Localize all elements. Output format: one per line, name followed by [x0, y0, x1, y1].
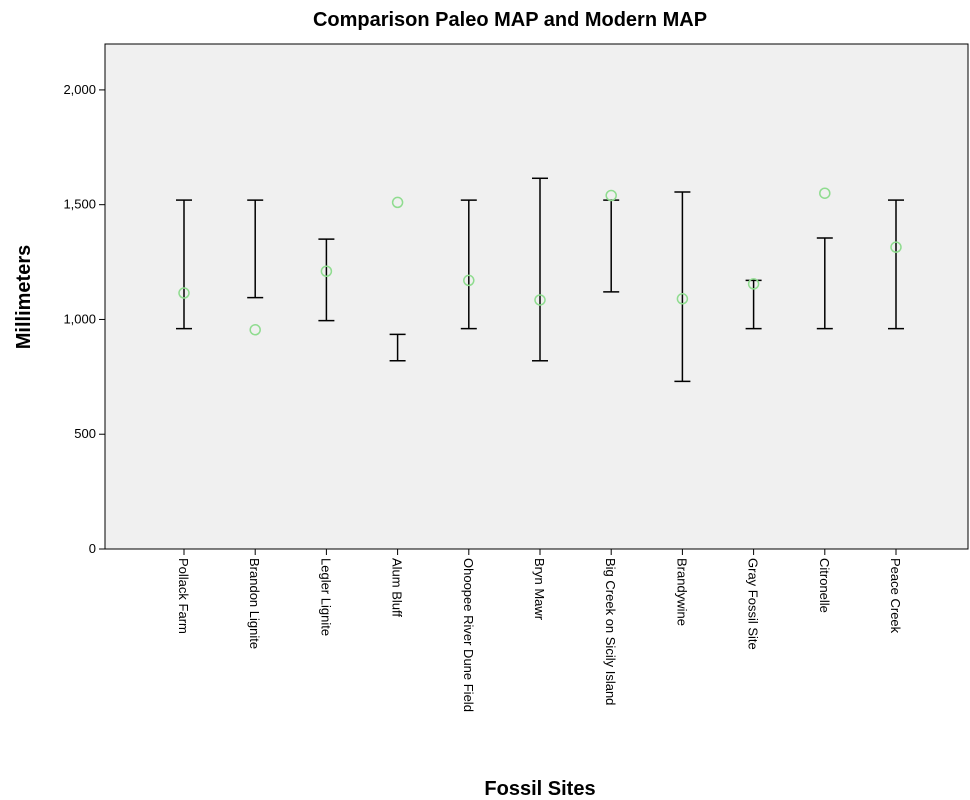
y-tick-label: 1,000 [63, 311, 96, 326]
errorbar [532, 177, 548, 362]
x-tick-label: Big Creek on Sicily Island [603, 558, 618, 705]
data-point [676, 293, 689, 305]
data-point [534, 294, 546, 306]
x-tick-label: Peace Creek [888, 558, 903, 634]
data-point [320, 265, 333, 277]
x-tick-label: Pollack Farm [176, 558, 191, 634]
y-tick-label: 1,500 [63, 197, 96, 212]
data-point [747, 278, 760, 290]
x-tick-label: Ohoopee River Dune Field [461, 558, 476, 712]
x-axis: Pollack Farm Brandon Lignite Legler Lignit… [176, 549, 903, 712]
errorbar [460, 199, 477, 330]
errorbar [247, 199, 264, 299]
x-tick-label: Alum Bluff [390, 558, 405, 617]
x-tick-label: Brandywine [674, 558, 689, 626]
data-point [463, 274, 475, 287]
y-axis-title: Millimeters [13, 245, 35, 349]
data-point [249, 324, 261, 336]
x-tick-label: Legler Lignite [318, 558, 333, 636]
errorbar [888, 199, 904, 330]
data-point [890, 241, 902, 253]
errorbar [389, 333, 406, 362]
data-point [391, 196, 404, 209]
x-axis-title: Fossil Sites [484, 778, 595, 800]
point-series [178, 187, 902, 336]
y-axis: 0 500 1,000 1,500 2,000 [63, 82, 105, 556]
data-point [605, 189, 617, 202]
errorbar-series [176, 177, 904, 383]
data-point [178, 287, 190, 299]
errorbar [318, 238, 335, 322]
errorbar [176, 199, 192, 330]
y-tick-label: 2,000 [63, 82, 96, 97]
y-tick-label: 500 [74, 426, 96, 441]
chart-title: Comparison Paleo MAP and Modern MAP [313, 9, 707, 31]
x-tick-label: Brandon Lignite [247, 558, 262, 649]
x-tick-label: Bryn Mawr [532, 558, 547, 621]
x-tick-label: Citronelle [817, 558, 832, 613]
data-point [819, 187, 831, 199]
errorbar [816, 237, 833, 330]
errorbar [674, 191, 691, 383]
y-tick-label: 0 [89, 541, 96, 556]
x-tick-label: Gray Fossil Site [746, 558, 761, 650]
